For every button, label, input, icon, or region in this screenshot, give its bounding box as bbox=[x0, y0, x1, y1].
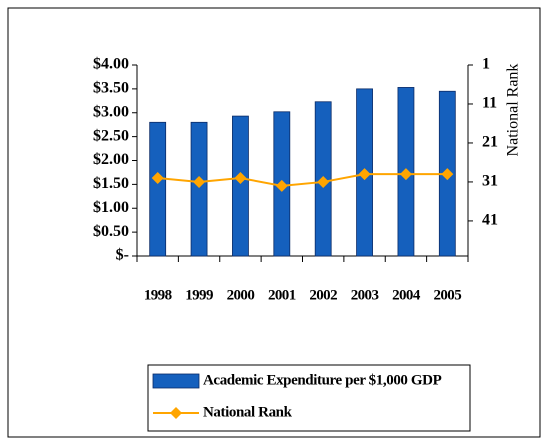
bar bbox=[232, 115, 249, 257]
y-tick-label: $4.00 bbox=[93, 56, 129, 73]
y2-tick-label: 21 bbox=[482, 134, 498, 151]
y-tick-label: $2.50 bbox=[93, 127, 129, 144]
bar bbox=[149, 121, 167, 257]
x-tick-label: 2005 bbox=[434, 287, 462, 303]
y2-tick-label: 41 bbox=[482, 212, 498, 229]
x-tick-label: 2004 bbox=[392, 287, 421, 303]
x-tick-label: 2002 bbox=[309, 287, 337, 303]
legend-label: Academic Expenditure per $1,000 GDP bbox=[203, 372, 442, 388]
legend-box bbox=[147, 364, 471, 432]
line-marker bbox=[193, 175, 206, 188]
x-tick-label: 1998 bbox=[144, 287, 172, 303]
y2-axis-title: National Rank bbox=[505, 64, 522, 157]
y2-tick-label: 11 bbox=[482, 95, 497, 112]
line bbox=[157, 173, 448, 187]
legend-swatch bbox=[152, 373, 200, 389]
line-marker bbox=[399, 168, 412, 181]
x-tick-label: 1999 bbox=[185, 287, 213, 303]
line-marker bbox=[275, 179, 288, 192]
line-marker bbox=[358, 168, 371, 181]
line-marker bbox=[151, 172, 164, 185]
y-tick-label: $- bbox=[116, 247, 129, 264]
y-tick-label: $3.00 bbox=[93, 103, 129, 120]
y-tick-label: $1.00 bbox=[93, 199, 129, 216]
legend-label: National Rank bbox=[203, 404, 293, 420]
y2-tick-label: 1 bbox=[482, 56, 490, 73]
x-tick-label: 2003 bbox=[351, 287, 379, 303]
line-marker bbox=[234, 172, 247, 185]
x-tick-label: 2001 bbox=[268, 287, 296, 303]
y-tick-label: $3.50 bbox=[93, 80, 129, 97]
line-marker bbox=[441, 168, 454, 181]
x-tick-label: 2000 bbox=[227, 287, 255, 303]
y-tick-label: $1.50 bbox=[93, 175, 129, 192]
line-marker bbox=[317, 175, 330, 188]
bar bbox=[190, 121, 208, 257]
y-tick-label: $0.50 bbox=[93, 223, 129, 240]
legend-marker bbox=[170, 407, 182, 419]
y-tick-label: $2.00 bbox=[93, 151, 129, 168]
y2-tick-label: 31 bbox=[482, 173, 498, 190]
